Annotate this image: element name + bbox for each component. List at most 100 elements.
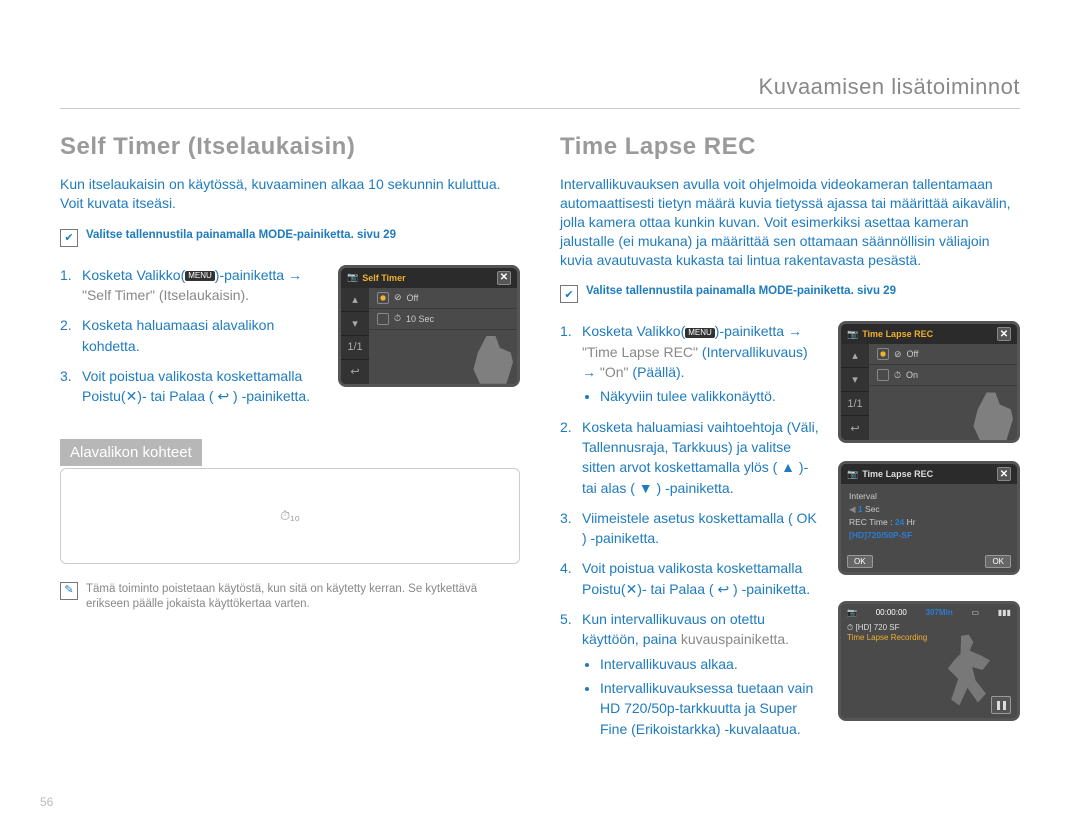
left-arrow-icon[interactable]: ◀ [849, 504, 856, 514]
camera-icon: 📷 [847, 329, 858, 340]
list-item: Kosketa Valikko(MENU)-painiketta → "Self… [60, 265, 320, 306]
close-icon[interactable]: ✕ [997, 467, 1011, 481]
step-text: )-painiketta → [215, 267, 302, 283]
submenu-label: Alavalikon kohteet [60, 439, 202, 466]
check-icon: ✔ [560, 285, 578, 303]
battery-icon: ▮▮▮ [998, 608, 1011, 617]
self-timer-steps: Kosketa Valikko(MENU)-painiketta → "Self… [60, 265, 320, 407]
timelapse-heading: Time Lapse REC [560, 133, 1020, 161]
resolution-value: [HD]720/50P-SF [849, 529, 1009, 542]
option-10sec[interactable]: ⏱ 10 Sec [369, 309, 517, 330]
ok-button[interactable]: OK [847, 555, 873, 568]
mode-note-text: Valitse tallennustila painamalla MODE-pa… [86, 229, 396, 241]
device-title: Time Lapse REC [858, 329, 997, 339]
timer-icon: ⏱ [847, 623, 853, 632]
sub-bullet: Intervallikuvaus alkaa. [600, 654, 820, 674]
rec-mode-label: Time Lapse Recording [847, 633, 927, 642]
page-number: 56 [40, 795, 53, 809]
rectime-label: REC Time : [849, 517, 892, 527]
camera-icon: 📷 [847, 469, 858, 480]
dancer-silhouette [935, 634, 993, 708]
radio-off-icon [377, 313, 389, 325]
breadcrumb: Kuvaamisen lisätoiminnot [60, 74, 1020, 109]
right-column: Time Lapse REC Intervallikuvauksen avull… [560, 133, 1020, 741]
slash-icon: ⊘ [394, 292, 402, 303]
sd-card-icon: ▭ [971, 608, 979, 617]
step-text: )-painiketta → [715, 323, 802, 339]
device-screen-tl-settings: 📷 Time Lapse REC ✕ Interval ◀ 1 Sec [838, 461, 1020, 575]
left-column: Self Timer (Itselaukaisin) Kun itselauka… [60, 133, 520, 741]
return-icon[interactable]: ↩ [341, 360, 369, 384]
mode-note-right: ✔ Valitse tallennustila painamalla MODE-… [560, 285, 1020, 303]
down-icon[interactable]: ▾ [841, 368, 869, 392]
note-icon: ✎ [60, 582, 78, 600]
check-icon: ✔ [60, 229, 78, 247]
device-screen-tl-recording: 📷 00:00:00 307Min ▭ ▮▮▮ ⏱ [HD] 720 SF Ti… [838, 601, 1020, 721]
list-item: Kosketa Valikko(MENU)-painiketta → "Time… [560, 321, 820, 406]
rec-capacity: 307Min [926, 608, 953, 617]
list-item: Kosketa haluamiasi vaihtoehtoja (Väli, T… [560, 417, 820, 498]
quoted-text: "On" [600, 364, 629, 380]
quoted-text: "Time Lapse REC" [582, 344, 698, 360]
ok-button[interactable]: OK [985, 555, 1011, 568]
page-indicator: 1/1 [841, 392, 869, 416]
radio-on-icon [377, 292, 389, 304]
device-title: Self Timer [358, 273, 497, 283]
mode-note-text: Valitse tallennustila painamalla MODE-pa… [586, 285, 896, 297]
muted-text: kuvauspainiketta. [681, 631, 789, 647]
timer-icon: ⏱ [394, 313, 401, 324]
timelapse-intro: Intervallikuvauksen avulla voit ohjelmoi… [560, 175, 1020, 269]
self-timer-intro: Kun itselaukaisin on käytössä, kuvaamine… [60, 175, 520, 213]
option-off[interactable]: ⊘ Off [869, 344, 1017, 365]
camera-icon: 📷 [347, 272, 358, 283]
timer10-icon: ⏱₁₀ [280, 508, 300, 524]
option-off[interactable]: ⊘ Off [369, 288, 517, 309]
mode-note-left: ✔ Valitse tallennustila painamalla MODE-… [60, 229, 520, 247]
radio-on-icon [877, 348, 889, 360]
interval-value: 1 [858, 504, 863, 514]
return-icon[interactable]: ↩ [841, 416, 869, 440]
close-icon[interactable]: ✕ [997, 327, 1011, 341]
touch-hand-icon [469, 336, 513, 384]
self-timer-heading: Self Timer (Itselaukaisin) [60, 133, 520, 161]
list-item: Kosketa haluamaasi alavalikon kohdetta. [60, 315, 320, 356]
option-label: On [906, 370, 918, 380]
interval-label: Interval [849, 491, 877, 501]
timelapse-steps: Kosketa Valikko(MENU)-painiketta → "Time… [560, 321, 820, 738]
page-indicator: 1/1 [341, 336, 369, 360]
option-label: Off [907, 349, 919, 359]
menu-icon: MENU [685, 328, 715, 338]
step-text: Kosketa Valikko( [582, 323, 685, 339]
footnote-text: Tämä toiminto poistetaan käytöstä, kun s… [86, 582, 520, 613]
option-on[interactable]: ⏱ On [869, 365, 1017, 386]
quoted-text: "Self Timer" (Itselaukaisin). [82, 287, 249, 303]
submenu-panel: Alavalikon kohteet ⏱₁₀ [60, 439, 520, 564]
step-text: (Päällä). [629, 364, 685, 380]
rectime-limit: 24 [895, 517, 904, 527]
rectime-unit: Hr [907, 517, 916, 527]
touch-hand-icon [969, 392, 1013, 440]
device-title: Time Lapse REC [858, 469, 997, 479]
down-icon[interactable]: ▾ [341, 312, 369, 336]
rec-resolution: [HD] 720 SF [855, 623, 899, 632]
close-icon[interactable]: ✕ [497, 271, 511, 285]
list-item: Viimeistele asetus koskettamalla ( OK ) … [560, 508, 820, 549]
pause-button[interactable] [991, 696, 1011, 714]
timer-icon: ⏱ [894, 370, 901, 381]
option-label: 10 Sec [406, 314, 434, 324]
up-icon[interactable]: ▴ [341, 288, 369, 312]
option-label: Off [407, 293, 419, 303]
radio-off-icon [877, 369, 889, 381]
footnote-left: ✎ Tämä toiminto poistetaan käytöstä, kun… [60, 582, 520, 613]
device-screen-self-timer: 📷 Self Timer ✕ ▴ ▾ 1/1 ↩ [338, 265, 520, 387]
list-item: Voit poistua valikosta koskettamalla Poi… [560, 558, 820, 599]
list-item: Kun intervallikuvaus on otettu käyttöön,… [560, 609, 820, 739]
device-screen-tl-menu: 📷 Time Lapse REC ✕ ▴ ▾ 1/1 ↩ [838, 321, 1020, 443]
interval-unit: Sec [865, 504, 880, 514]
up-icon[interactable]: ▴ [841, 344, 869, 368]
menu-icon: MENU [185, 271, 215, 281]
sub-bullet: Intervallikuvauksessa tuetaan vain HD 72… [600, 678, 820, 739]
list-item: Voit poistua valikosta koskettamalla Poi… [60, 366, 320, 407]
sub-bullet: Näkyviin tulee valikkonäyttö. [600, 386, 820, 406]
submenu-body: ⏱₁₀ [60, 468, 520, 564]
